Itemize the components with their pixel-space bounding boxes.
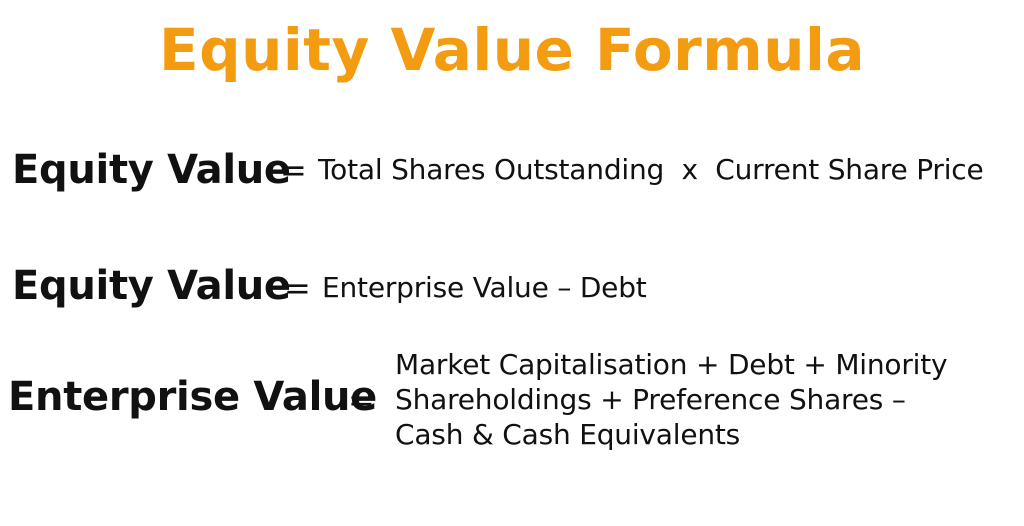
formula-2-rhs: Enterprise Value – Debt bbox=[322, 271, 647, 304]
page-title: Equity Value Formula bbox=[158, 16, 866, 84]
formula-1-equals: = bbox=[280, 151, 307, 189]
formula-3-rhs-line-3: Cash & Cash Equivalents bbox=[395, 418, 741, 451]
formula-2-lhs: Equity Value bbox=[12, 263, 291, 309]
formula-2-equals: = bbox=[284, 269, 311, 307]
formula-1-lhs: Equity Value bbox=[12, 147, 291, 193]
formula-3-equals: = bbox=[348, 381, 375, 419]
formula-3-rhs: Market Capitalisation + Debt + Minority … bbox=[395, 347, 948, 452]
formula-1-rhs: Total Shares Outstanding x Current Share… bbox=[318, 153, 984, 186]
formula-3-rhs-line-1: Market Capitalisation + Debt + Minority bbox=[395, 348, 948, 381]
formula-3-lhs: Enterprise Value bbox=[8, 374, 377, 420]
formula-3-rhs-line-2: Shareholdings + Preference Shares – bbox=[395, 383, 906, 416]
